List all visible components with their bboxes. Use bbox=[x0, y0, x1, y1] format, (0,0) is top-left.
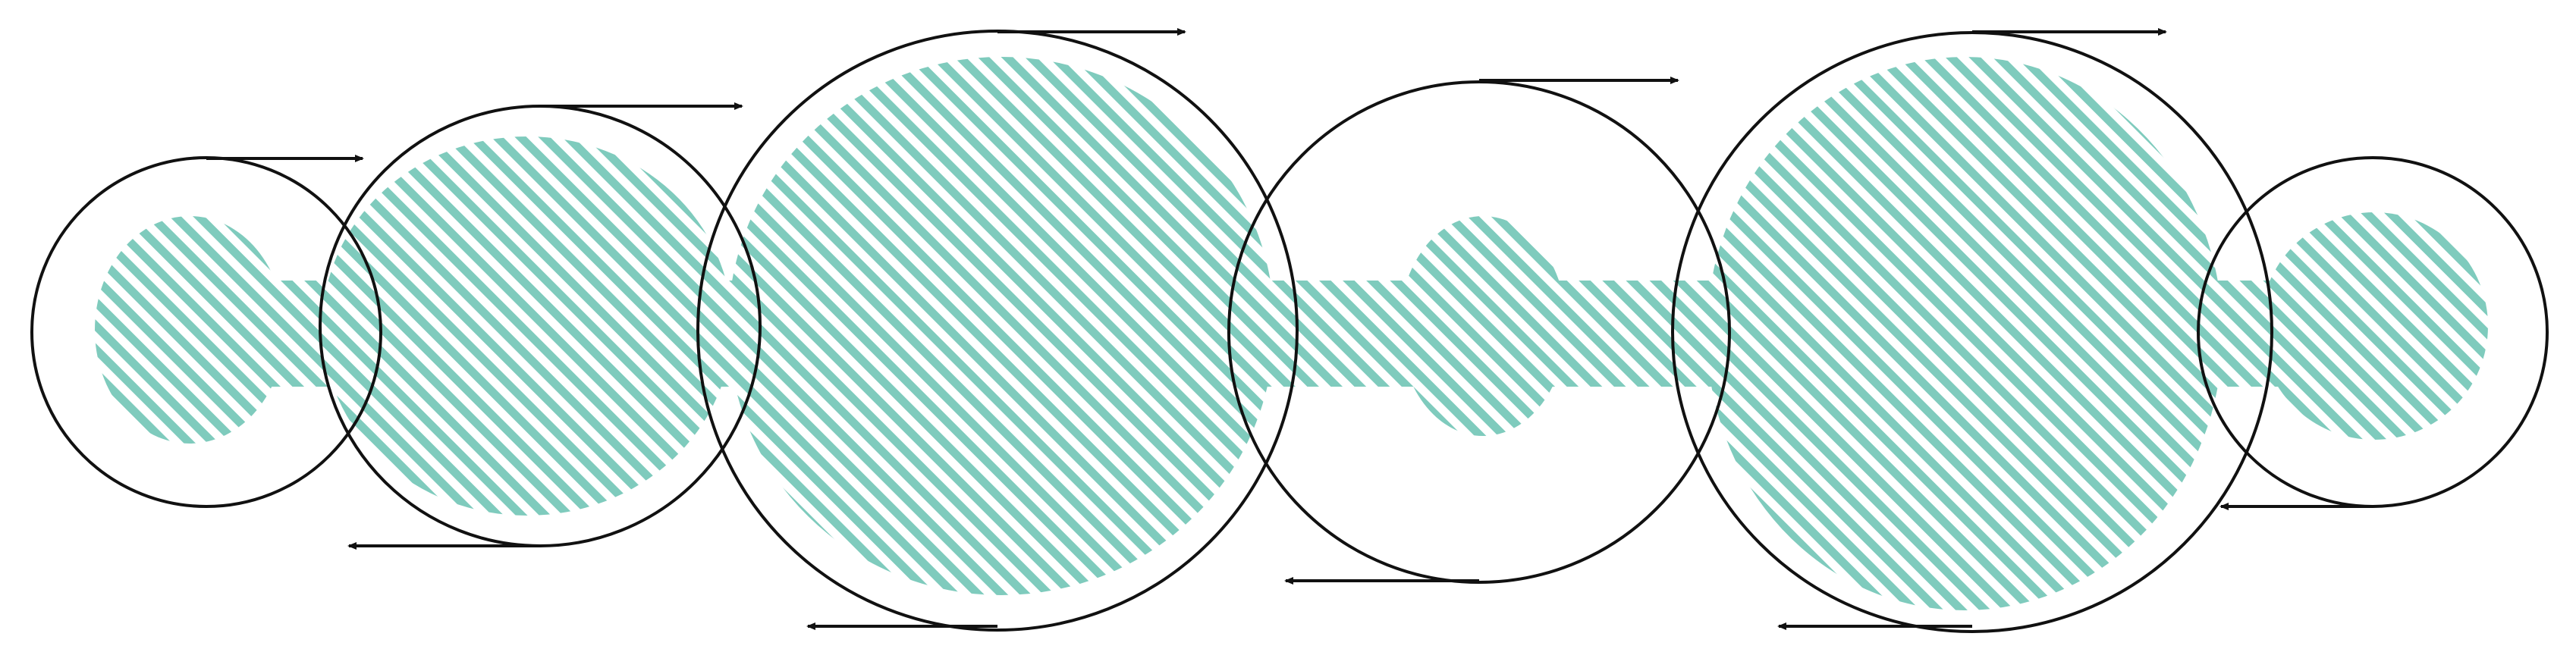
hatched-blob-5 bbox=[1707, 57, 2223, 610]
hatched-blob-1 bbox=[95, 216, 284, 444]
hatched-blob-6 bbox=[2260, 212, 2488, 440]
hatched-blob-4 bbox=[1400, 216, 1566, 436]
hatched-region bbox=[95, 57, 2488, 610]
arrows bbox=[206, 28, 2373, 630]
hatched-blob-3 bbox=[728, 57, 1274, 595]
hatched-blob-2 bbox=[322, 136, 732, 516]
